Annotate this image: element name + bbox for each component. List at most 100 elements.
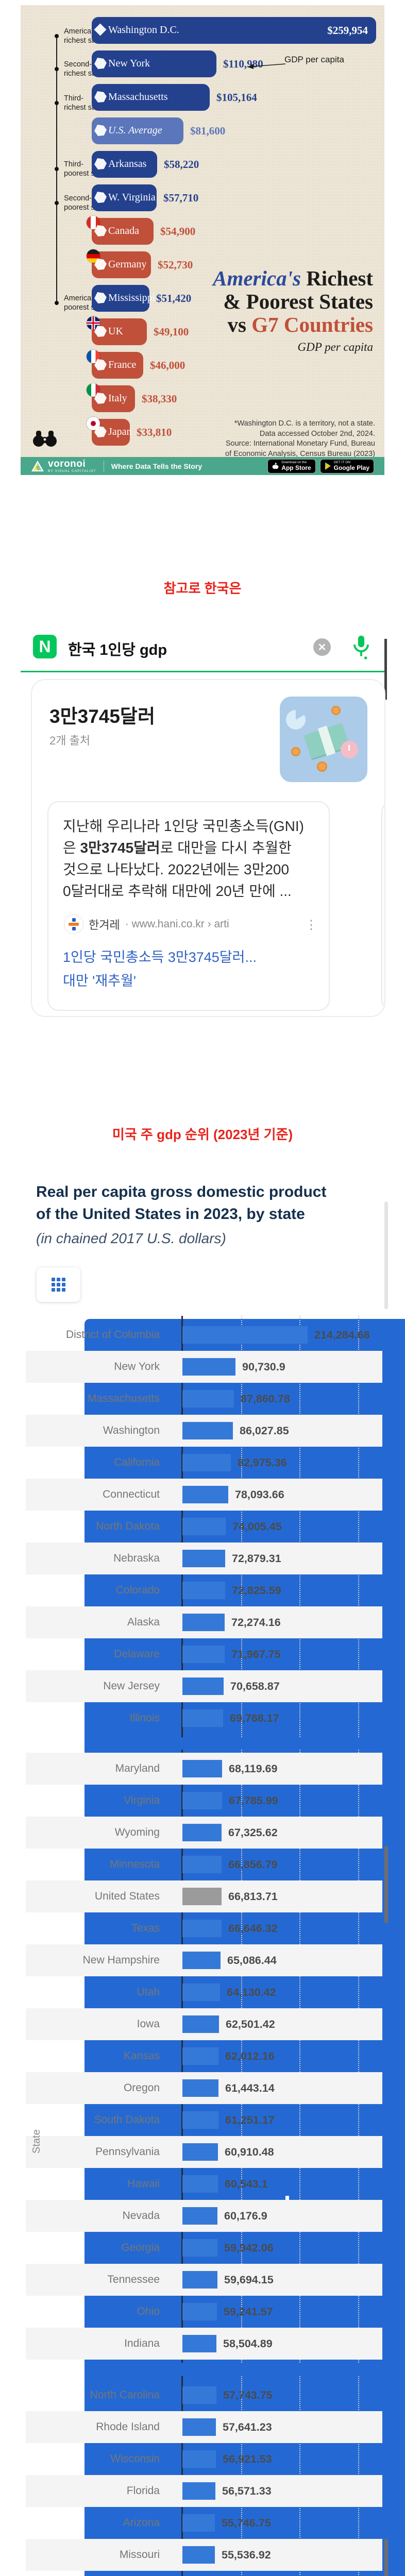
badge-top-text: GET IT ON bbox=[333, 460, 350, 464]
table-row-south-dakota: South Dakota 61,251.17 bbox=[0, 2104, 405, 2136]
article-line: 은 bbox=[63, 840, 80, 856]
bar-value: $105,164 bbox=[216, 91, 257, 104]
bar-minnesota bbox=[182, 1856, 222, 1873]
google-play-badge[interactable]: GET IT ON Google Play bbox=[319, 459, 374, 473]
state-silhouette-icon bbox=[94, 91, 107, 103]
value-label: 55,536.92 bbox=[222, 2549, 271, 2561]
bar-name: UK bbox=[108, 326, 123, 337]
rail-label-line: Third- bbox=[64, 94, 83, 103]
state-label: Nebraska bbox=[113, 1552, 160, 1564]
source-count: 2개 출처 bbox=[49, 734, 91, 747]
state-label: District of Columbia bbox=[65, 1329, 160, 1341]
bar-washington-d-c: Washington D.C. $259,954 bbox=[92, 17, 376, 44]
state-label: Texas bbox=[131, 1922, 160, 1934]
bar-value: $110,980 bbox=[223, 58, 263, 70]
value-label: 61,443.14 bbox=[225, 2082, 275, 2094]
bar-name: Washington D.C. bbox=[108, 24, 179, 36]
chart-title: Real per capita gross domestic product o… bbox=[36, 1183, 327, 1223]
arrow-left-icon bbox=[247, 63, 286, 69]
hankyoreh-favicon bbox=[64, 914, 83, 934]
bar-name: Arkansas bbox=[108, 158, 147, 170]
bar-name: Canada bbox=[108, 225, 139, 236]
table-row-north-carolina: North Carolina 57,743.75 bbox=[0, 2379, 405, 2411]
bar-ohio bbox=[182, 2303, 217, 2320]
bar-value: $46,000 bbox=[150, 359, 185, 371]
table-row-nebraska: Nebraska 72,879.31 bbox=[0, 1543, 405, 1574]
article-source-row: 한겨레 · www.hani.co.kr › arti bbox=[64, 914, 229, 934]
bar-value: $57,710 bbox=[163, 192, 199, 204]
apple-icon bbox=[272, 462, 279, 469]
rail-label-line: Second- bbox=[64, 60, 92, 69]
table-row-united-states: United States 66,813.71 bbox=[0, 1880, 405, 1912]
article-link[interactable]: 1인당 국민총소득 3만3745달러... bbox=[63, 950, 257, 965]
bar-wisconsin bbox=[182, 2450, 216, 2468]
bar-rhode-island bbox=[182, 2418, 216, 2436]
value-label: 64,130.42 bbox=[227, 1986, 276, 1998]
table-row-wyoming: Wyoming 67,325.62 bbox=[0, 1817, 405, 1849]
table-row-maryland: Maryland 68,119.69 bbox=[0, 1753, 405, 1785]
bar-massachusetts: Massachusetts bbox=[92, 84, 210, 111]
bar-value: $33,810 bbox=[137, 426, 172, 438]
value-label: 68,119.69 bbox=[229, 1762, 278, 1775]
value-label: 65,086.44 bbox=[227, 1954, 277, 1967]
y-axis-line bbox=[181, 1316, 183, 1737]
widget-scrollbar-track[interactable] bbox=[384, 1201, 388, 1309]
rail-dot bbox=[55, 34, 59, 38]
app-store-badge[interactable]: Download on the App Store bbox=[267, 459, 316, 473]
bar-mississippi: Mississippi bbox=[92, 285, 155, 312]
bar-chart-plot: 0100,000200,000300... Per capita real GD… bbox=[0, 1316, 405, 2576]
country-silhouette-icon bbox=[94, 426, 107, 437]
bar-uk: UK bbox=[87, 316, 147, 345]
screenshot-scrollbar[interactable] bbox=[384, 639, 387, 700]
footer-slogan: Where Data Tells the Story bbox=[111, 462, 202, 470]
value-label: 59,241.57 bbox=[224, 2306, 273, 2318]
table-view-button[interactable] bbox=[37, 1267, 80, 1302]
table-row-new-jersey: New Jersey 70,658.87 bbox=[0, 1670, 405, 1702]
voronoi-infographic: America's richest state* Second-richest st… bbox=[21, 5, 384, 475]
rail-label-line: America's bbox=[64, 294, 97, 302]
bar-wyoming bbox=[182, 1824, 222, 1841]
bar-california bbox=[182, 1454, 231, 1471]
bar-name: New York bbox=[108, 58, 150, 69]
bar-value: $49,100 bbox=[154, 326, 189, 338]
google-play-icon bbox=[325, 462, 331, 470]
title-accent3: G7 Countries bbox=[251, 313, 373, 336]
state-label: Hawaii bbox=[127, 2178, 160, 2190]
value-label: 72,274.16 bbox=[231, 1616, 281, 1629]
article-link[interactable]: 대만 '재추월' bbox=[63, 973, 137, 989]
state-label: Virginia bbox=[124, 1794, 160, 1806]
value-label: 62,012.16 bbox=[225, 2050, 275, 2062]
bar-pennsylvania bbox=[182, 2143, 218, 2161]
value-label: 56,571.33 bbox=[222, 2485, 272, 2497]
value-label: 90,730.9 bbox=[242, 1361, 285, 1373]
value-label: 59,694.15 bbox=[224, 2274, 274, 2286]
clear-search-button[interactable]: ✕ bbox=[313, 638, 331, 656]
bar-nevada bbox=[182, 2207, 217, 2225]
state-label: Florida bbox=[126, 2485, 160, 2497]
bar-value: $38,330 bbox=[142, 393, 177, 405]
search-underline bbox=[21, 671, 384, 672]
scrollbar-thumb[interactable] bbox=[384, 2539, 388, 2576]
state-label: Tennessee bbox=[107, 2274, 160, 2285]
bar-new-york: New York bbox=[92, 50, 216, 77]
bar-name: Germany bbox=[108, 259, 147, 270]
scrollbar-thumb[interactable] bbox=[384, 1846, 388, 1923]
dc-diamond-icon bbox=[94, 23, 107, 36]
chart-subtitle: (in chained 2017 U.S. dollars) bbox=[36, 1230, 226, 1246]
bar-italy: Italy bbox=[87, 383, 135, 412]
voice-search-icon[interactable] bbox=[350, 635, 372, 662]
table-row-colorado: Colorado 72,825.59 bbox=[0, 1574, 405, 1606]
bar-connecticut bbox=[182, 1486, 228, 1503]
state-label: Georgia bbox=[121, 2242, 160, 2253]
footnote-line: Source: International Monetary Fund, Bur… bbox=[225, 439, 375, 448]
bar-north-dakota bbox=[182, 1518, 226, 1535]
bar-w-virginia: W. Virginia bbox=[92, 184, 157, 211]
table-row-utah: Utah 64,130.42 bbox=[0, 1976, 405, 2008]
value-label: 74,005.45 bbox=[232, 1520, 282, 1533]
bar-utah bbox=[182, 1984, 220, 2001]
bar-georgia bbox=[182, 2239, 217, 2257]
search-input[interactable]: 한국 1인당 gdp bbox=[68, 642, 167, 658]
more-options-icon[interactable]: ⋮ bbox=[305, 918, 317, 932]
table-row-nevada: Nevada 60,176.9 bbox=[0, 2200, 405, 2232]
